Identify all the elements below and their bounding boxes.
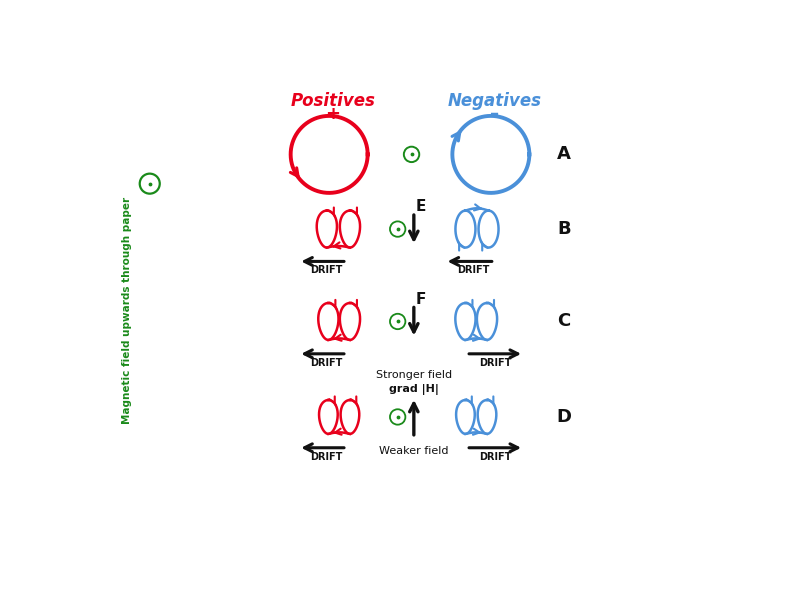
- Text: DRIFT: DRIFT: [310, 452, 342, 461]
- Text: F: F: [415, 292, 426, 307]
- Text: DRIFT: DRIFT: [458, 265, 490, 275]
- Text: E: E: [415, 199, 426, 214]
- Text: DRIFT: DRIFT: [479, 452, 511, 461]
- Text: D: D: [557, 408, 571, 426]
- Text: Positives: Positives: [290, 92, 375, 110]
- Text: DRIFT: DRIFT: [310, 358, 342, 368]
- Text: A: A: [557, 145, 571, 163]
- Text: Stronger field: Stronger field: [376, 370, 452, 380]
- Text: B: B: [557, 220, 571, 238]
- Text: DRIFT: DRIFT: [310, 265, 342, 275]
- Text: grad |H|: grad |H|: [389, 384, 438, 395]
- Text: Magnetic field upwards through paper: Magnetic field upwards through paper: [122, 197, 132, 424]
- Text: C: C: [558, 313, 570, 331]
- Text: +: +: [326, 106, 341, 124]
- Text: –: –: [490, 106, 499, 124]
- Text: DRIFT: DRIFT: [479, 358, 511, 368]
- Text: Weaker field: Weaker field: [379, 446, 449, 456]
- Text: Negatives: Negatives: [448, 92, 542, 110]
